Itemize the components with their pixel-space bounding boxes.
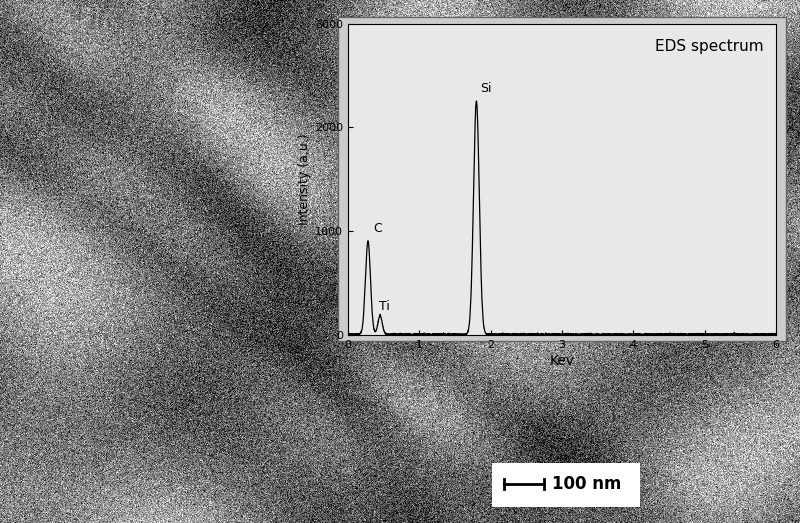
- Text: 100 nm: 100 nm: [552, 475, 622, 493]
- Bar: [338, 17, 786, 341]
- Text: Si: Si: [480, 82, 491, 95]
- Text: Ti: Ti: [379, 300, 390, 313]
- Text: EDS spectrum: EDS spectrum: [654, 39, 763, 54]
- Y-axis label: Intensity (a.u.): Intensity (a.u.): [298, 133, 311, 225]
- Text: C: C: [373, 222, 382, 235]
- X-axis label: Kev: Kev: [550, 354, 574, 368]
- Bar: [492, 463, 640, 507]
